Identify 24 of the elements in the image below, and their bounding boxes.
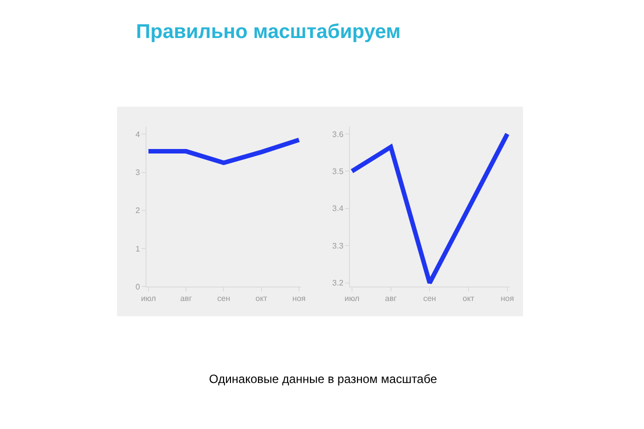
chart-title: Правильно масштабируем <box>136 21 401 43</box>
x-tick-label: авг <box>180 294 192 304</box>
line-series <box>146 138 301 165</box>
y-tick-label: 4 <box>136 130 141 139</box>
x-tick-label: июл <box>140 294 156 304</box>
y-tick-label: 0 <box>136 282 141 292</box>
y-tick-label: 3 <box>136 168 141 178</box>
x-tick-label: ноя <box>500 294 514 304</box>
x-tick-label: окт <box>256 294 268 304</box>
x-tick-label: сен <box>423 294 436 304</box>
x-tick-label: ноя <box>292 294 306 304</box>
x-tick-label: окт <box>462 294 475 304</box>
y-tick-label: 3.6 <box>332 130 344 139</box>
y-tick-label: 3.5 <box>332 166 344 176</box>
x-tick-label: авг <box>384 294 397 304</box>
y-tick-label: 2 <box>136 206 141 216</box>
text: Одинаковые данные в разном масштабе <box>209 372 438 386</box>
y-tick-label: 3.4 <box>332 204 344 214</box>
x-tick-label: июл <box>344 294 360 304</box>
y-tick-label: 3.2 <box>332 278 344 288</box>
y-tick-label: 1 <box>136 244 141 254</box>
x-tick-label: сен <box>217 294 230 304</box>
y-tick-label: 3.3 <box>332 241 344 250</box>
line-series <box>350 132 510 286</box>
